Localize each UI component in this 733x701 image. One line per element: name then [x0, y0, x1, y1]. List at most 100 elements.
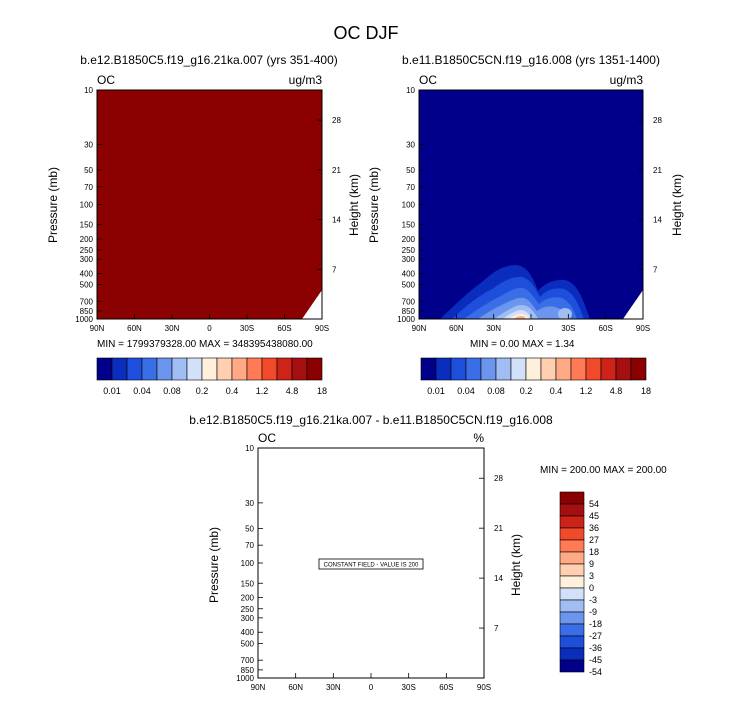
x-tick-label: 90S — [636, 324, 650, 333]
x-tick-label: 90S — [477, 683, 491, 692]
panel-diff-annotation: CONSTANT FIELD - VALUE IS 200 — [324, 563, 419, 569]
panel-left-colorbar: 0.01 0.04 0.08 0.2 0.4 1.2 4.8 18 — [96, 357, 327, 396]
colorbar-cell — [600, 357, 617, 381]
colorbar-cell — [570, 357, 587, 381]
panel-right-units: ug/m3 — [610, 73, 644, 87]
colorbar-label: 0.2 — [196, 386, 209, 396]
panel-right-minmax: MIN = 0.00 MAX = 1.34 — [470, 339, 575, 350]
panel-right-ylabel-right: Height (km) — [670, 174, 684, 236]
colorbar-cell — [495, 357, 512, 381]
colorbar-label: 0.08 — [163, 386, 181, 396]
panel-diff-variable: OC — [258, 431, 276, 445]
colorbar-label: 0.01 — [103, 386, 121, 396]
pressure-tick-label: 50 — [245, 524, 254, 533]
colorbar-label: -36 — [589, 643, 602, 653]
panel-left-variable: OC — [97, 73, 115, 87]
pressure-tick-label: 30 — [406, 141, 415, 150]
pressure-tick-label: 150 — [402, 221, 416, 230]
colorbar-cell — [559, 587, 585, 601]
pressure-tick-label: 250 — [80, 246, 94, 255]
x-tick-label: 0 — [207, 324, 212, 333]
colorbar-cell — [126, 357, 143, 381]
colorbar-label: 45 — [589, 511, 599, 521]
colorbar-label: 1.2 — [580, 386, 593, 396]
colorbar-label: -45 — [589, 655, 602, 665]
colorbar-cell — [435, 357, 452, 381]
colorbar-cell — [555, 357, 572, 381]
colorbar-label: 0.01 — [427, 386, 445, 396]
colorbar-cell — [559, 503, 585, 517]
colorbar-cell — [171, 357, 188, 381]
pressure-tick-label: 100 — [80, 201, 94, 210]
colorbar-cell — [630, 357, 647, 381]
x-tick-label: 90N — [412, 324, 427, 333]
colorbar-cell — [585, 357, 602, 381]
colorbar-label: 0.08 — [487, 386, 505, 396]
x-tick-label: 30S — [402, 683, 416, 692]
x-tick-label: 30S — [240, 324, 254, 333]
colorbar-cell — [559, 611, 585, 625]
height-tick-label: 21 — [332, 166, 341, 175]
pressure-tick-label: 200 — [80, 235, 94, 244]
x-tick-label: 30N — [326, 683, 341, 692]
height-tick-label: 28 — [653, 116, 662, 125]
colorbar-cell — [246, 357, 263, 381]
x-tick-label: 60N — [449, 324, 464, 333]
colorbar-cell — [201, 357, 218, 381]
pressure-tick-label: 400 — [80, 269, 94, 278]
pressure-tick-label: 1000 — [75, 315, 93, 324]
x-tick-label: 60S — [599, 324, 613, 333]
panel-diff-ylabel: Pressure (mb) — [207, 527, 221, 603]
colorbar-label: 0.4 — [226, 386, 239, 396]
figure-title: OC DJF — [334, 23, 399, 43]
colorbar-cell — [141, 357, 158, 381]
colorbar-cell — [510, 357, 527, 381]
panel-diff-ylabel-right: Height (km) — [509, 534, 523, 596]
pressure-tick-label: 400 — [241, 628, 255, 637]
colorbar-cell — [559, 563, 585, 577]
colorbar-cell — [465, 357, 482, 381]
colorbar-label: -54 — [589, 667, 602, 677]
colorbar-cell — [420, 357, 437, 381]
x-tick-label: 90N — [251, 683, 266, 692]
panel-left-ylabel: Pressure (mb) — [46, 167, 60, 243]
panel-right-contour-8 — [514, 316, 526, 319]
pressure-tick-label: 100 — [402, 201, 416, 210]
colorbar-cell — [559, 491, 585, 505]
pressure-tick-label: 1000 — [397, 315, 415, 324]
x-tick-label: 60N — [288, 683, 303, 692]
pressure-tick-label: 150 — [241, 579, 255, 588]
pressure-tick-label: 700 — [402, 297, 416, 306]
colorbar-label: 4.8 — [286, 386, 299, 396]
colorbar-cell — [231, 357, 248, 381]
panel-right-colorbar: 0.01 0.04 0.08 0.2 0.4 1.2 4.8 18 — [420, 357, 651, 396]
pressure-tick-label: 500 — [80, 281, 94, 290]
panel-diff: b.e12.B1850C5.f19_g16.21ka.007 - b.e11.B… — [189, 413, 667, 692]
x-tick-label: 60N — [127, 324, 142, 333]
pressure-tick-label: 70 — [84, 183, 93, 192]
colorbar-label: -9 — [589, 607, 597, 617]
pressure-tick-label: 10 — [406, 86, 415, 95]
colorbar-cell — [615, 357, 632, 381]
colorbar-cell — [96, 357, 113, 381]
pressure-tick-label: 150 — [80, 221, 94, 230]
pressure-tick-label: 30 — [84, 141, 93, 150]
colorbar-cell — [480, 357, 497, 381]
colorbar-cell — [261, 357, 278, 381]
colorbar-cell — [559, 575, 585, 589]
height-tick-label: 21 — [653, 166, 662, 175]
height-tick-label: 7 — [653, 265, 658, 274]
panel-right-ylabel: Pressure (mb) — [367, 167, 381, 243]
x-tick-label: 60S — [439, 683, 453, 692]
colorbar-cell — [450, 357, 467, 381]
pressure-tick-label: 300 — [80, 255, 94, 264]
panel-right-variable: OC — [419, 73, 437, 87]
pressure-tick-label: 250 — [402, 246, 416, 255]
colorbar-cell — [559, 623, 585, 637]
panel-diff-title: b.e12.B1850C5.f19_g16.21ka.007 - b.e11.B… — [189, 413, 553, 427]
colorbar-cell — [216, 357, 233, 381]
pressure-tick-label: 30 — [245, 499, 254, 508]
colorbar-cell — [276, 357, 293, 381]
panel-right-title: b.e11.B1850C5CN.f19_g16.008 (yrs 1351-14… — [402, 53, 660, 67]
panel-right: b.e11.B1850C5CN.f19_g16.008 (yrs 1351-14… — [367, 53, 684, 396]
